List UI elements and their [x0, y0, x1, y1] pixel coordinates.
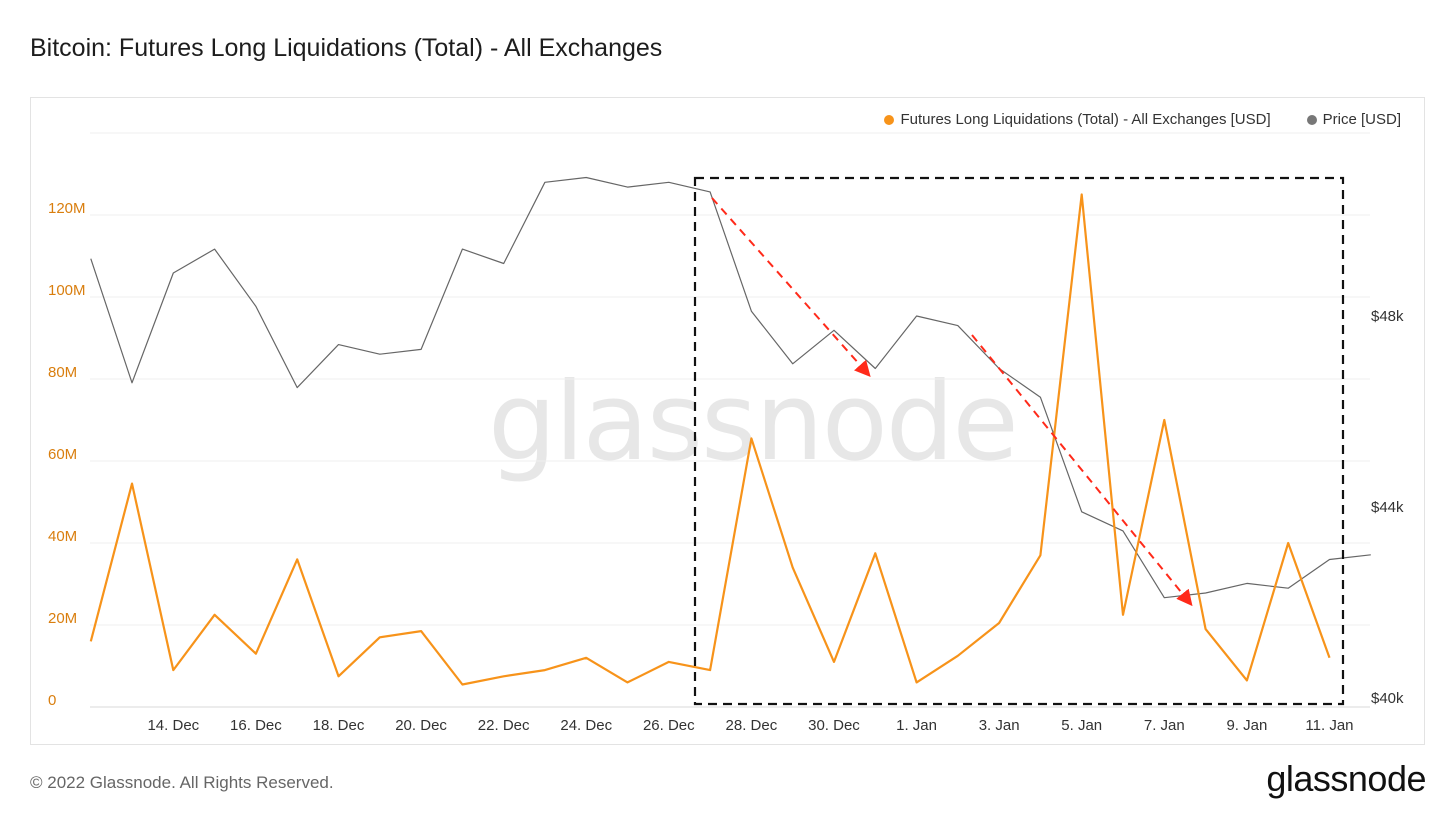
- x-axis-tick-label: 11. Jan: [1305, 717, 1353, 734]
- x-axis-tick-label: 18. Dec: [313, 717, 365, 734]
- liquidations-legend-marker: [884, 114, 895, 125]
- x-axis-tick-label: 22. Dec: [478, 717, 530, 734]
- legend: Futures Long Liquidations (Total) - All …: [884, 111, 1401, 128]
- left-axis-tick-label: 0: [48, 692, 56, 709]
- x-axis-tick-label: 9. Jan: [1226, 717, 1267, 734]
- legend-label-price: Price [USD]: [1322, 111, 1401, 128]
- x-axis-tick-label: 14. Dec: [147, 717, 199, 734]
- x-axis-tick-label: 1. Jan: [896, 717, 937, 734]
- right-axis-tick-label: $44k: [1371, 499, 1404, 516]
- right-axis-tick-label: $40k: [1371, 690, 1404, 707]
- x-axis-tick-label: 16. Dec: [230, 717, 282, 734]
- x-axis-tick-label: 30. Dec: [808, 717, 860, 734]
- x-axis-tick-label: 24. Dec: [560, 717, 612, 734]
- left-axis-tick-label: 20M: [48, 610, 77, 627]
- x-axis-tick-label: 3. Jan: [979, 717, 1020, 734]
- liquidations-series-line: [89, 193, 1331, 686]
- right-axis-tick-label: $48k: [1371, 308, 1404, 325]
- x-axis-tick-label: 26. Dec: [643, 717, 695, 734]
- highlight-box: [693, 176, 1345, 706]
- legend-label-liquidations: Futures Long Liquidations (Total) - All …: [900, 111, 1271, 128]
- price-legend-marker: [1306, 114, 1317, 125]
- left-axis-tick-label: 80M: [48, 364, 77, 381]
- watermark: glassnode: [488, 360, 1019, 485]
- left-axis-tick-label: 100M: [48, 282, 86, 299]
- legend-item-price[interactable]: Price [USD]: [1306, 111, 1401, 128]
- legend-item-liquidations[interactable]: Futures Long Liquidations (Total) - All …: [884, 111, 1271, 128]
- trend-arrow-2: [971, 334, 1193, 607]
- glassnode-logo: glassnode: [1266, 758, 1426, 799]
- x-axis-tick-label: 7. Jan: [1144, 717, 1185, 734]
- price-series-line: [90, 176, 1371, 599]
- left-axis-tick-label: 120M: [48, 200, 86, 217]
- x-axis-tick-label: 20. Dec: [395, 717, 447, 734]
- copyright-text: © 2022 Glassnode. All Rights Reserved.: [30, 773, 334, 792]
- chart-panel: [30, 97, 1425, 745]
- left-axis-tick-label: 60M: [48, 446, 77, 463]
- chart-title: Bitcoin: Futures Long Liquidations (Tota…: [30, 34, 663, 62]
- x-axis-tick-label: 5. Jan: [1061, 717, 1102, 734]
- left-axis-tick-label: 40M: [48, 528, 77, 545]
- trend-arrow-1: [711, 197, 871, 377]
- x-axis-tick-label: 28. Dec: [726, 717, 778, 734]
